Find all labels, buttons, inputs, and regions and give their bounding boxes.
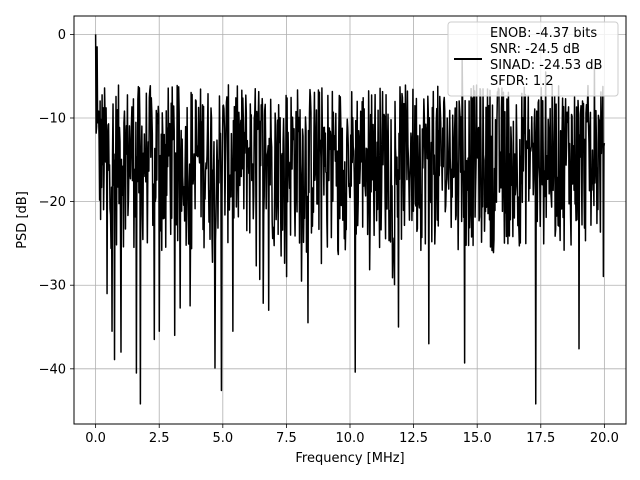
x-tick-label: 7.5	[276, 431, 297, 446]
x-tick-label: 17.5	[526, 431, 555, 446]
legend-sfdr: SFDR: 1.2	[490, 74, 554, 89]
y-tick-label: −40	[39, 362, 66, 377]
psd-trace-line	[94, 34, 606, 405]
psd-trace-group	[94, 34, 606, 405]
x-axis-label: Frequency [MHz]	[295, 451, 404, 466]
legend-box	[447, 21, 619, 97]
legend-sinad: SINAD: -24.53 dB	[490, 58, 602, 73]
y-tick-label: −20	[39, 195, 66, 210]
y-axis-label: PSD [dB]	[15, 191, 30, 249]
x-tick-label: 10.0	[336, 431, 365, 446]
y-tick-label: −10	[39, 112, 66, 127]
y-tick-label: 0	[58, 28, 66, 43]
x-tick-label: 5.0	[212, 431, 233, 446]
legend-enob: ENOB: -4.37 bits	[490, 26, 597, 41]
x-tick-label: 15.0	[463, 431, 492, 446]
x-tick-label: 2.5	[149, 431, 170, 446]
x-tick-label: 12.5	[399, 431, 428, 446]
x-tick-label: 0.0	[85, 431, 106, 446]
y-tick-label: −30	[39, 279, 66, 294]
legend: ENOB: -4.37 bits SNR: -24.5 dB SINAD: -2…	[447, 21, 619, 97]
axis-ticks: 0.0 2.5 5.0 7.5 10.0 12.5 15.0 17.5 20.0 0 −10 −20 −…	[39, 28, 619, 446]
legend-snr: SNR: -24.5 dB	[490, 42, 580, 57]
x-tick-label: 20.0	[590, 431, 619, 446]
